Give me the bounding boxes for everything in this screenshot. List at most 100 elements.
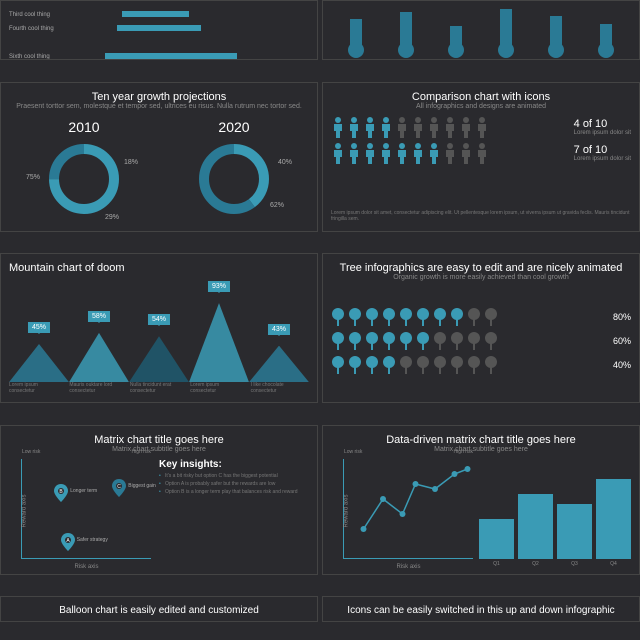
person-icon [331,142,345,164]
person-icon [363,116,377,138]
tree-icon [416,308,430,326]
donut-2020: 40% 62% [194,139,274,219]
person-icon [379,142,393,164]
mountain-caption: Nulla tincidunt eratconsectetur [130,382,188,394]
dd-matrix-panel: Data-driven matrix chart title goes here… [322,425,640,575]
tree-icon [450,308,464,326]
tree-icon [348,356,362,374]
tree-icon [382,356,396,374]
tree-icon [382,308,396,326]
person-icon [443,116,457,138]
comparison-panel: Comparison chart with icons All infograp… [322,82,640,232]
bar-label: Q4 [596,561,631,567]
person-icon [443,142,457,164]
thermometer-icon [400,12,412,54]
person-icon [347,116,361,138]
person-icon [427,142,441,164]
bar-label: Q1 [479,561,514,567]
thermometer-icon [450,26,462,54]
person-icon [475,116,489,138]
tree-icon [467,332,481,350]
thermometer-icon [350,19,362,54]
person-icon [363,142,377,164]
tree-icon [416,332,430,350]
mountain-caption: Mauris ouktare lordconsectetur [69,382,127,394]
person-icon [331,116,345,138]
bar [596,479,631,559]
insight-item: It's a bit risky but option C has the bi… [159,473,309,479]
map-pin-icon: ASafer strategy [61,533,75,551]
tree-icon [331,356,345,374]
thermometer-icon [500,9,512,54]
balloon-title: Balloon chart is easily edited and custo… [5,601,313,616]
bar [518,494,553,559]
tree-icon [433,308,447,326]
thermometer-icon [550,16,562,54]
matrix-subtitle: Matrix chart subtitle goes here [9,446,309,453]
person-icon [459,116,473,138]
people-row: 7 of 10Lorem ipsum dolor sit [331,142,631,164]
comparison-title: Comparison chart with icons [331,91,631,103]
mountain-peak: 93% [189,303,249,382]
year-2020: 2020 [194,119,274,135]
balloon-panel: Balloon chart is easily edited and custo… [0,596,318,622]
person-icon [347,142,361,164]
comparison-lorem: Lorem ipsum dolor sit amet, consectetur … [331,210,631,223]
tree-icon [416,356,430,374]
insights-heading: Key insights: [159,459,309,470]
map-pin-icon: BLonger term [54,484,68,502]
tree-icon [450,332,464,350]
icons-title: Icons can be easily switched in this up … [327,601,635,616]
mountain-caption: Lorem ipsumconsectetur [190,382,248,394]
comparison-subtitle: All infographics and designs are animate… [331,103,631,110]
growth-subtitle: Praesent torttor sem, molestque et tempo… [9,103,309,110]
tree-icon [467,356,481,374]
tree-icon [484,308,498,326]
trees-panel: Tree infographics are easy to edit and a… [322,253,640,403]
bar [557,504,592,559]
person-icon [395,116,409,138]
trees-subtitle: Organic growth is more easily achieved t… [331,274,631,281]
tree-icon [450,356,464,374]
insight-item: Option A is probably safer but the rewar… [159,481,309,487]
tree-icon [331,332,345,350]
tree-icon [433,356,447,374]
gantt-row: Sixth cool thing [9,51,309,60]
tree-row: 40% [331,356,631,374]
matrix-panel: Matrix chart title goes here Matrix char… [0,425,318,575]
tree-icon [348,308,362,326]
mountain-title: Mountain chart of doom [9,262,309,274]
people-row: 4 of 10Lorem ipsum dolor sit [331,116,631,138]
bar [479,519,514,559]
matrix-title: Matrix chart title goes here [9,434,309,446]
gantt-row: Fourth cool thing [9,23,309,35]
tree-icon [467,308,481,326]
mountain-caption: I like chocolateconsectetur [251,382,309,394]
insight-item: Option B is a longer term play that bala… [159,489,309,495]
person-icon [411,116,425,138]
tree-icon [348,332,362,350]
template-grid: Third cool thing Fourth cool thing Sixth c… [0,0,640,640]
gantt-panel: Third cool thing Fourth cool thing Sixth c… [0,0,318,60]
bar-label: Q3 [557,561,592,567]
donut-2010: 75% 29% 18% [44,139,124,219]
tree-icon [382,332,396,350]
mountain-caption: Lorem ipsumconsectetur [9,382,67,394]
gantt-row: Third cool thing [9,9,309,21]
dd-matrix-subtitle: Matrix chart subtitle goes here [331,446,631,453]
person-icon [427,116,441,138]
svg-text:C: C [117,484,121,490]
dd-chart: Low risk High risk Reward axis Risk axis [343,459,473,559]
tree-row: 60% [331,332,631,350]
tree-icon [365,356,379,374]
person-icon [411,142,425,164]
mountain-peak: 54% [129,336,189,382]
map-pin-icon: CBiggest gain [112,479,126,497]
mountain-peak: 58% [69,333,129,382]
mountain-peak: 43% [249,346,309,383]
mountain-peak: 45% [9,344,69,382]
trees-title: Tree infographics are easy to edit and a… [331,262,631,274]
person-icon [459,142,473,164]
tree-icon [484,356,498,374]
person-icon [379,116,393,138]
